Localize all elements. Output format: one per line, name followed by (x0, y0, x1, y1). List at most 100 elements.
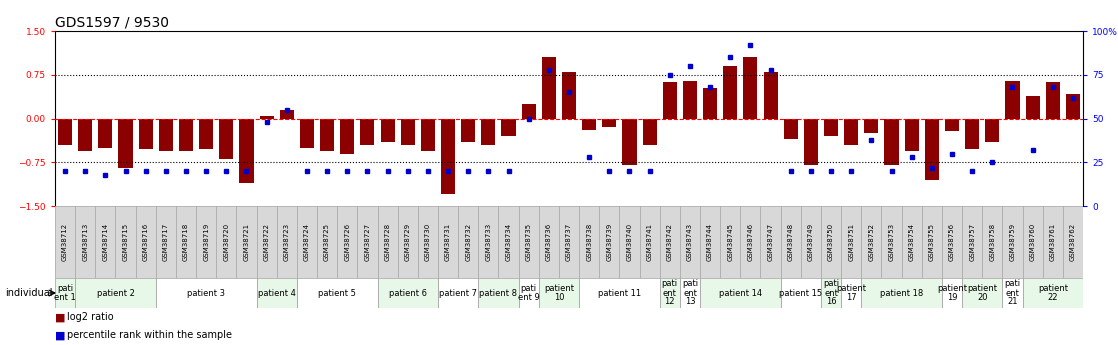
Text: GSM38720: GSM38720 (224, 223, 229, 261)
Text: GSM38739: GSM38739 (606, 223, 613, 261)
Text: GSM38755: GSM38755 (929, 223, 935, 261)
Text: GSM38745: GSM38745 (727, 223, 733, 261)
Bar (280, 110, 294, 118)
Bar (963, 278, 1003, 308)
Bar (159, 118, 173, 150)
Bar (256, 206, 277, 278)
Text: ■: ■ (55, 312, 66, 322)
Text: patient 8: patient 8 (480, 288, 518, 297)
Bar (482, 118, 495, 145)
Bar (582, 118, 596, 130)
Bar (519, 206, 539, 278)
Text: GSM38716: GSM38716 (143, 223, 149, 261)
Text: GSM38749: GSM38749 (808, 223, 814, 261)
Bar (623, 118, 636, 165)
Bar (239, 118, 254, 183)
Bar (824, 118, 838, 136)
Bar (502, 118, 515, 136)
Text: GSM38747: GSM38747 (768, 223, 774, 261)
Bar (1063, 206, 1083, 278)
Bar (155, 206, 176, 278)
Bar (438, 206, 458, 278)
Bar (179, 118, 193, 150)
Bar (340, 118, 354, 154)
Text: GSM38751: GSM38751 (849, 223, 854, 261)
Bar (360, 118, 375, 145)
Text: GSM38718: GSM38718 (183, 223, 189, 261)
Bar (256, 278, 297, 308)
Bar (619, 206, 639, 278)
Bar (119, 118, 133, 168)
Bar (901, 206, 921, 278)
Text: patient 6: patient 6 (389, 288, 427, 297)
Bar (176, 206, 196, 278)
Text: GSM38713: GSM38713 (83, 223, 88, 261)
Bar (740, 206, 760, 278)
Text: patient 4: patient 4 (258, 288, 295, 297)
Bar (804, 118, 818, 165)
Bar (378, 278, 438, 308)
Text: GDS1597 / 9530: GDS1597 / 9530 (55, 16, 169, 30)
Bar (841, 278, 861, 308)
Bar (196, 206, 216, 278)
Bar (861, 206, 881, 278)
Bar (925, 118, 939, 180)
Text: GSM38719: GSM38719 (203, 223, 209, 261)
Text: GSM38744: GSM38744 (707, 223, 713, 261)
Bar (318, 206, 338, 278)
Bar (277, 206, 297, 278)
Text: GSM38746: GSM38746 (748, 223, 754, 261)
Bar (418, 206, 438, 278)
Bar (380, 118, 395, 142)
Bar (720, 206, 740, 278)
Text: patient
10: patient 10 (544, 284, 574, 302)
Bar (821, 278, 841, 308)
Bar (438, 278, 479, 308)
Bar (1023, 206, 1043, 278)
Text: GSM38715: GSM38715 (123, 223, 129, 261)
Text: individual: individual (4, 288, 53, 298)
Bar (963, 206, 983, 278)
Text: GSM38748: GSM38748 (788, 223, 794, 261)
Bar (643, 118, 656, 145)
Bar (539, 206, 559, 278)
Text: GSM38727: GSM38727 (364, 223, 370, 261)
Text: log2 ratio: log2 ratio (67, 312, 114, 322)
Text: GSM38756: GSM38756 (949, 223, 955, 261)
Bar (743, 57, 758, 118)
Bar (703, 88, 717, 118)
Text: GSM38740: GSM38740 (626, 223, 633, 261)
Text: GSM38735: GSM38735 (525, 223, 532, 261)
Bar (941, 278, 963, 308)
Bar (320, 118, 334, 150)
Text: GSM38742: GSM38742 (666, 223, 673, 261)
Bar (539, 278, 579, 308)
Bar (1065, 94, 1080, 118)
Text: GSM38752: GSM38752 (869, 223, 874, 261)
Bar (760, 206, 780, 278)
Text: GSM38757: GSM38757 (969, 223, 975, 261)
Bar (461, 118, 475, 142)
Bar (844, 118, 859, 145)
Text: GSM38726: GSM38726 (344, 223, 350, 261)
Text: GSM38733: GSM38733 (485, 223, 492, 261)
Text: patient
22: patient 22 (1038, 284, 1068, 302)
Bar (1045, 82, 1060, 118)
Bar (1005, 81, 1020, 118)
Bar (864, 118, 879, 133)
Text: GSM38741: GSM38741 (646, 223, 653, 261)
Bar (881, 206, 901, 278)
Text: patient 18: patient 18 (880, 288, 923, 297)
Bar (559, 206, 579, 278)
Text: patient 7: patient 7 (439, 288, 477, 297)
Text: GSM38725: GSM38725 (324, 223, 330, 261)
Bar (358, 206, 378, 278)
Text: patient 15: patient 15 (779, 288, 823, 297)
Bar (135, 206, 155, 278)
Text: patient 2: patient 2 (96, 288, 134, 297)
Text: GSM38760: GSM38760 (1030, 223, 1035, 261)
Text: GSM38732: GSM38732 (465, 223, 471, 261)
Text: GSM38730: GSM38730 (425, 223, 430, 261)
Bar (780, 278, 821, 308)
Bar (579, 206, 599, 278)
